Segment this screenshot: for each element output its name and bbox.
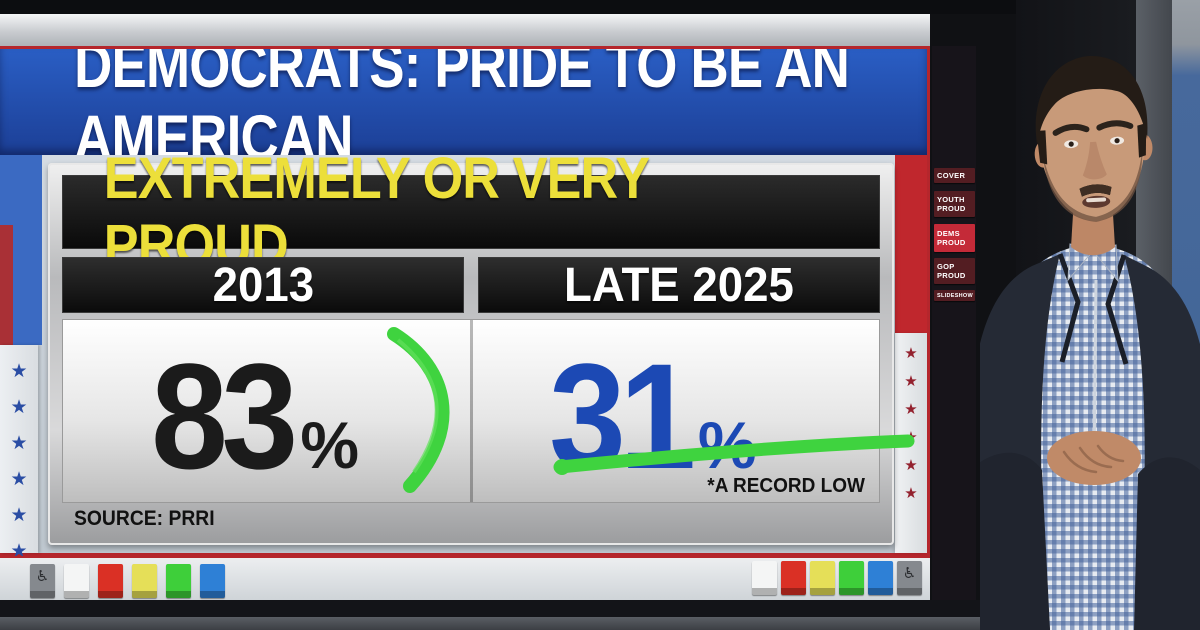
palette-green-button[interactable] xyxy=(166,564,191,598)
palette-blue-button[interactable] xyxy=(868,561,893,595)
palette-yellow-button[interactable] xyxy=(810,561,835,595)
year-label: LATE 2025 xyxy=(564,258,794,312)
pupil xyxy=(1114,138,1120,144)
slide-selector-rail: COVER YOUTH PROUD DEMS PROUD GOP PROUD S… xyxy=(932,46,976,600)
marker-palette-band xyxy=(0,556,930,600)
monitor-frame-top xyxy=(0,14,930,46)
value-digits: 31 xyxy=(549,332,696,500)
year-label: 2013 xyxy=(212,258,314,312)
percent-sign: % xyxy=(697,408,757,483)
column-divider xyxy=(469,320,473,502)
left-red-accent xyxy=(0,225,13,360)
slide-button-cover[interactable]: COVER xyxy=(934,168,975,183)
palette-red-button[interactable] xyxy=(781,561,806,595)
touchscreen-display: DEMOCRATS: PRIDE TO BE AN AMERICAN xyxy=(0,46,930,600)
right-star-strip xyxy=(895,333,927,553)
mustache xyxy=(1079,184,1112,197)
eyebrow xyxy=(1052,123,1090,136)
palette-blue-button[interactable] xyxy=(200,564,225,598)
accessibility-icon[interactable] xyxy=(897,561,922,595)
values-panel: 83 % 31 % *A RECORD LOW xyxy=(62,319,880,503)
jacket-lapel xyxy=(1057,253,1081,363)
monitor-ledge xyxy=(0,617,1016,630)
value-cell-2013: 83 % xyxy=(63,320,470,502)
year-header-2013: 2013 xyxy=(62,257,464,313)
jacket-sleeve xyxy=(1134,457,1200,630)
presenter xyxy=(980,56,1200,630)
slide-button-dems-proud[interactable]: DEMS PROUD xyxy=(934,224,975,252)
star-icon xyxy=(0,398,38,417)
subtitle-bar: EXTREMELY OR VERY PROUD xyxy=(62,146,880,278)
head xyxy=(1034,56,1153,222)
star-icon xyxy=(895,374,927,389)
value-2013: 83 % xyxy=(145,332,360,502)
slide-button-slideshow[interactable]: SLIDESHOW xyxy=(934,290,975,301)
star-icon xyxy=(0,470,38,489)
headline-banner: DEMOCRATS: PRIDE TO BE AN AMERICAN xyxy=(0,49,927,155)
headline-title: DEMOCRATS: PRIDE TO BE AN AMERICAN xyxy=(74,49,850,155)
star-icon xyxy=(895,430,927,445)
star-icon xyxy=(895,458,927,473)
star-icon xyxy=(895,402,927,417)
fingers xyxy=(1062,444,1125,474)
palette-green-button[interactable] xyxy=(839,561,864,595)
jacket-lapel xyxy=(1105,254,1129,365)
teeth xyxy=(1086,197,1107,203)
record-low-note: *A RECORD LOW xyxy=(707,475,865,497)
value-cell-late-2025: 31 % *A RECORD LOW xyxy=(473,320,880,502)
eyebrow xyxy=(1096,120,1134,131)
palette-white-button[interactable] xyxy=(752,561,777,595)
star-icon xyxy=(0,362,38,381)
stat-board: EXTREMELY OR VERY PROUD 2013 LATE 2025 8… xyxy=(48,146,894,545)
graphic-body: EXTREMELY OR VERY PROUD 2013 LATE 2025 8… xyxy=(0,146,927,553)
pupil xyxy=(1068,141,1074,147)
palette-red-button[interactable] xyxy=(98,564,123,598)
left-star-strip xyxy=(0,345,38,553)
poll-graphic: DEMOCRATS: PRIDE TO BE AN AMERICAN xyxy=(0,46,930,556)
palette-yellow-button[interactable] xyxy=(132,564,157,598)
hands xyxy=(1047,431,1141,485)
monitor-bezel xyxy=(0,600,1016,617)
value-digits: 83 xyxy=(151,332,299,500)
source-credit: SOURCE: PRRI xyxy=(74,507,215,530)
right-red-accent xyxy=(895,155,927,333)
slide-button-gop-proud[interactable]: GOP PROUD xyxy=(934,258,975,284)
year-header-late-2025: LATE 2025 xyxy=(478,257,880,313)
palette-white-button[interactable] xyxy=(64,564,89,598)
touchscreen-monitor: DEMOCRATS: PRIDE TO BE AN AMERICAN xyxy=(0,0,1016,630)
sideburn xyxy=(1137,123,1147,158)
nose xyxy=(1082,141,1107,180)
star-icon xyxy=(0,506,38,525)
hair xyxy=(1035,56,1148,145)
star-icon xyxy=(895,346,927,361)
monitor-bezel xyxy=(0,0,1016,14)
sideburn xyxy=(1036,130,1048,165)
star-icon xyxy=(895,486,927,501)
star-icon xyxy=(0,434,38,453)
accessibility-icon[interactable] xyxy=(30,564,55,598)
jacket-sleeve xyxy=(980,452,1050,630)
slide-button-youth-proud[interactable]: YOUTH PROUD xyxy=(934,191,975,217)
percent-sign: % xyxy=(300,408,360,483)
